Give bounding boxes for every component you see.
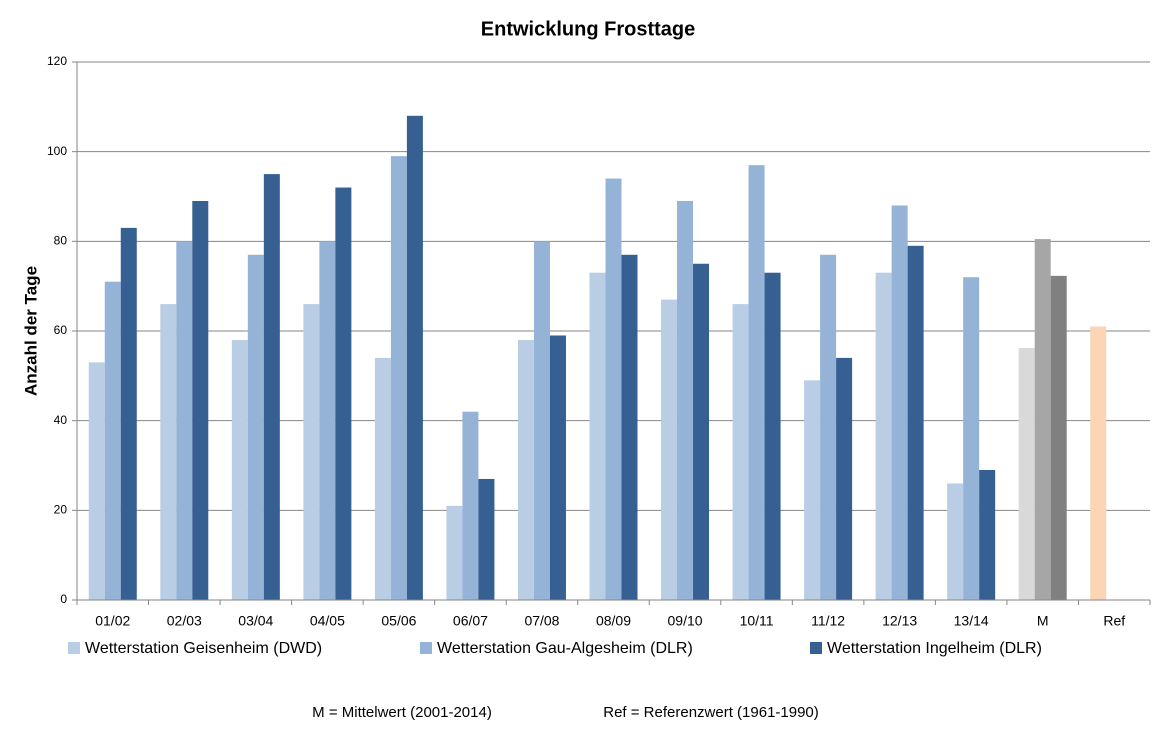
x-tick-label: M xyxy=(1037,613,1049,629)
bar xyxy=(406,115,423,601)
bar xyxy=(446,505,463,600)
x-tick-label: 08/09 xyxy=(596,613,631,629)
bar xyxy=(104,281,121,600)
legend-swatch xyxy=(68,642,80,654)
bar xyxy=(120,227,137,600)
x-tick-label: 05/06 xyxy=(381,613,416,629)
bar xyxy=(661,299,678,600)
bar xyxy=(478,478,495,600)
x-tick-label: 03/04 xyxy=(238,613,273,629)
bar xyxy=(875,272,892,600)
y-tick-label: 60 xyxy=(54,323,68,337)
bar xyxy=(231,339,248,600)
bar xyxy=(621,254,638,601)
bar xyxy=(88,362,105,600)
x-tick-label: 07/08 xyxy=(524,613,559,629)
x-tick-label: Ref xyxy=(1103,613,1125,629)
y-axis-label: Anzahl der Tage xyxy=(21,266,40,396)
x-tick-label: 09/10 xyxy=(668,613,703,629)
y-tick-label: 120 xyxy=(47,54,67,68)
bar xyxy=(836,357,853,600)
y-tick-label: 100 xyxy=(47,144,67,158)
bar xyxy=(462,411,479,600)
bar xyxy=(160,304,177,600)
bar xyxy=(390,156,407,600)
legend-swatch xyxy=(420,642,432,654)
x-tick-label: 01/02 xyxy=(95,613,130,629)
bar xyxy=(319,241,336,601)
footnote: Ref = Referenzwert (1961-1990) xyxy=(603,704,819,721)
bar xyxy=(693,263,710,600)
bar xyxy=(677,200,694,600)
bar xyxy=(947,483,964,600)
x-tick-label: 11/12 xyxy=(811,613,845,629)
bar xyxy=(605,178,622,601)
legend-label: Wetterstation Geisenheim (DWD) xyxy=(85,640,322,657)
bar xyxy=(533,241,550,601)
x-tick-label: 06/07 xyxy=(453,613,488,629)
y-tick-label: 80 xyxy=(54,234,68,248)
bar xyxy=(263,174,280,601)
x-tick-label: 04/05 xyxy=(310,613,345,629)
chart-title: Entwicklung Frosttage xyxy=(481,18,695,40)
bar xyxy=(732,304,749,600)
bar xyxy=(1034,239,1051,600)
bar xyxy=(1018,348,1035,600)
bar xyxy=(963,277,980,600)
bar xyxy=(335,187,352,601)
legend-label: Wetterstation Ingelheim (DLR) xyxy=(827,640,1042,657)
bar xyxy=(891,205,908,600)
x-tick-label: 13/14 xyxy=(954,613,989,629)
footnote: M = Mittelwert (2001-2014) xyxy=(312,704,492,721)
bar xyxy=(192,200,209,600)
y-tick-label: 20 xyxy=(54,503,68,517)
bar xyxy=(549,335,566,600)
x-tick-label: 10/11 xyxy=(740,613,774,629)
y-tick-label: 40 xyxy=(54,413,68,427)
bar xyxy=(303,304,320,600)
bar xyxy=(1050,275,1067,600)
bar xyxy=(374,357,391,600)
bar xyxy=(748,165,765,600)
legend-swatch xyxy=(810,642,822,654)
bar xyxy=(176,241,193,601)
bar xyxy=(804,380,821,600)
bar xyxy=(1090,326,1107,600)
bar xyxy=(247,254,264,601)
bar xyxy=(820,254,837,601)
bar xyxy=(979,469,996,600)
bar xyxy=(907,245,924,601)
x-tick-label: 02/03 xyxy=(167,613,202,629)
y-tick-label: 0 xyxy=(60,592,67,606)
x-tick-label: 12/13 xyxy=(882,613,917,629)
legend-label: Wetterstation Gau-Algesheim (DLR) xyxy=(437,640,693,657)
bar xyxy=(589,272,606,600)
bar xyxy=(764,272,781,600)
bar xyxy=(517,339,534,600)
